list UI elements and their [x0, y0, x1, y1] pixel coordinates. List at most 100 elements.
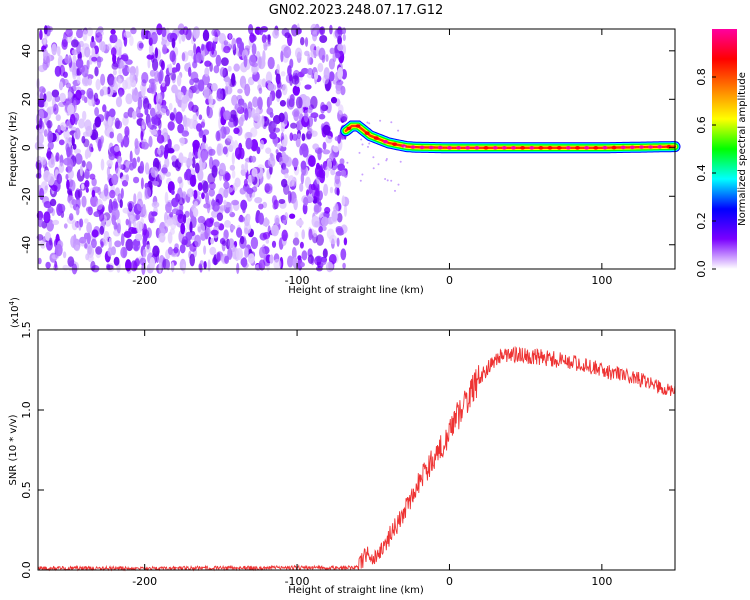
x-tick-label: -200: [132, 575, 157, 588]
noise-blob: [177, 176, 183, 184]
noise-blob: [123, 31, 132, 38]
noise-blob: [293, 198, 298, 211]
noise-blob: [226, 135, 233, 142]
noise-blob: [177, 187, 183, 200]
scatter-point: [372, 156, 375, 159]
noise-blob: [147, 122, 152, 129]
noise-blob: [336, 187, 340, 196]
noise-blob: [334, 72, 338, 83]
noise-blob: [179, 137, 185, 144]
noise-blob: [166, 262, 170, 271]
noise-blob: [46, 107, 52, 120]
noise-blob: [106, 43, 112, 51]
noise-blob: [244, 227, 249, 235]
noise-blob: [181, 130, 190, 137]
noise-blob: [170, 71, 176, 81]
noise-blob: [168, 63, 173, 74]
colorbar-ticks: 0.0 0.2 0.4 0.6 0.8: [695, 68, 716, 278]
noise-blob: [209, 246, 217, 256]
noise-blob: [87, 254, 94, 263]
noise-blob: [245, 137, 253, 150]
noise-blob: [224, 220, 231, 228]
noise-blob: [75, 196, 81, 210]
noise-blob: [151, 201, 160, 208]
noise-blob: [181, 236, 189, 246]
noise-blob: [95, 32, 103, 43]
noise-blob: [46, 147, 52, 161]
noise-blob: [317, 147, 322, 161]
noise-blob: [81, 64, 89, 78]
x-tick-label: 100: [591, 274, 612, 287]
noise-blob: [336, 237, 340, 247]
noise-blob: [210, 229, 219, 236]
noise-blob: [142, 235, 147, 248]
noise-blob: [102, 104, 107, 113]
noise-blob: [257, 96, 263, 110]
noise-blob: [287, 255, 294, 268]
noise-blob: [216, 143, 222, 156]
noise-blob: [251, 64, 258, 75]
noise-blob: [322, 141, 327, 150]
noise-blob: [94, 116, 102, 128]
noise-blob: [55, 114, 61, 122]
noise-blob: [299, 182, 304, 192]
scatter-point: [384, 178, 387, 180]
noise-blob: [199, 260, 204, 266]
noise-blob: [276, 81, 282, 88]
noise-blob: [206, 107, 213, 119]
noise-blob: [328, 71, 335, 82]
noise-blob: [292, 237, 300, 246]
colorbar-tick-label: 0.6: [695, 116, 708, 134]
noise-blob: [258, 212, 265, 225]
y-tick-label: 40: [20, 44, 33, 58]
noise-blob: [219, 67, 226, 77]
noise-blob: [231, 169, 236, 179]
noise-blob: [299, 241, 304, 249]
noise-blob: [261, 34, 267, 44]
noise-blob: [223, 76, 231, 83]
noise-blob: [295, 47, 303, 59]
noise-blob: [230, 139, 235, 150]
noise-blob: [271, 122, 278, 128]
noise-blob: [192, 139, 200, 150]
noise-blob: [67, 256, 75, 267]
noise-blob: [236, 262, 240, 275]
noise-blob: [232, 182, 238, 192]
noise-blob: [110, 47, 117, 57]
scatter-point: [386, 179, 389, 182]
noise-blob: [63, 129, 70, 140]
y-tick-label: 0: [20, 144, 33, 151]
noise-blob: [102, 236, 109, 247]
noise-blob: [87, 78, 93, 86]
noise-blob: [245, 132, 253, 138]
noise-blob: [206, 200, 211, 214]
noise-blob: [65, 28, 73, 38]
noise-blob: [223, 200, 227, 206]
noise-blob: [283, 183, 290, 195]
noise-blob: [314, 220, 320, 228]
noise-blob: [59, 122, 67, 131]
noise-blob: [223, 126, 231, 135]
noise-blob: [148, 82, 157, 94]
noise-blob: [301, 67, 309, 75]
y-tick-label: -40: [20, 236, 33, 254]
noise-blob: [109, 131, 114, 139]
noise-blob: [189, 243, 197, 252]
noise-blob: [275, 89, 282, 99]
noise-blob: [86, 232, 91, 245]
noise-blob: [329, 186, 334, 194]
noise-blob: [168, 102, 173, 111]
spectrogram-ylabel: Frequency (Hz): [8, 111, 19, 187]
noise-blob: [76, 75, 81, 85]
x-tick-label: 100: [591, 575, 612, 588]
noise-blob: [122, 207, 131, 214]
noise-blob: [47, 206, 54, 214]
ridge-dot: [383, 139, 388, 144]
noise-blob: [221, 57, 229, 66]
noise-blob: [161, 27, 167, 38]
noise-blob: [57, 46, 61, 57]
noise-blob: [292, 85, 300, 96]
noise-blob: [233, 127, 240, 135]
noise-blob: [326, 101, 332, 114]
noise-blob: [193, 189, 198, 200]
